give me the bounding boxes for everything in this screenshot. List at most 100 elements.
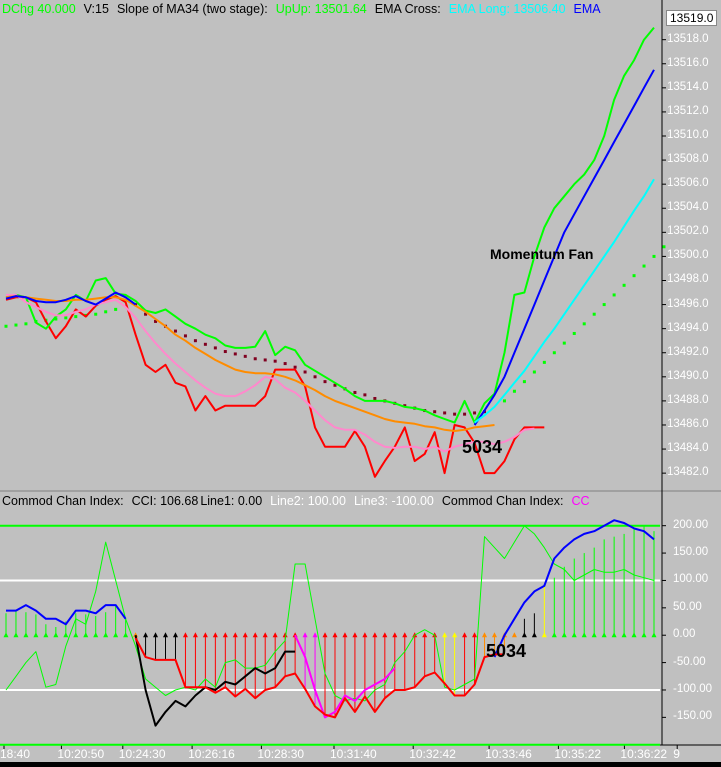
price-dot-mark bbox=[154, 319, 158, 323]
cci-black-line bbox=[134, 635, 296, 727]
price-axis-label: 13502.0 bbox=[667, 225, 709, 238]
cci-zero-marker bbox=[302, 632, 308, 638]
price-dot-mark bbox=[463, 412, 467, 416]
upup-green-line bbox=[5, 26, 655, 424]
cci-axis-label: -100.00 bbox=[673, 682, 713, 695]
cci-zero-marker bbox=[242, 632, 248, 638]
cci-axis-label: 0.00 bbox=[673, 628, 696, 641]
price-dot-mark bbox=[233, 352, 237, 356]
price-dot-mark bbox=[622, 283, 626, 287]
cci-red-line bbox=[134, 637, 505, 719]
cci-title: Commod Chan Index: bbox=[2, 494, 124, 508]
cci-axis-label: 50.00 bbox=[673, 600, 702, 613]
cci-zero-marker bbox=[551, 632, 557, 638]
ema-cross-blue-line bbox=[473, 69, 655, 426]
ema-cross-label: EMA Cross: bbox=[374, 2, 441, 16]
price-dot-mark bbox=[193, 339, 197, 343]
cci-zero-marker bbox=[591, 632, 597, 638]
upup-label: UpUp: 13501.64 bbox=[275, 2, 367, 16]
price-dot-mark bbox=[353, 390, 357, 394]
price-dot-mark bbox=[552, 351, 556, 355]
time-axis-label: 10:31:40 bbox=[330, 747, 377, 761]
price-axis-label: 13518.0 bbox=[667, 32, 709, 45]
cci-zero-marker bbox=[541, 632, 547, 638]
price-dot-mark bbox=[14, 323, 18, 327]
cci-zero-marker bbox=[332, 632, 338, 638]
cci-zero-marker bbox=[63, 632, 69, 638]
cci-magenta-line bbox=[294, 634, 396, 719]
cci-zero-marker bbox=[252, 632, 258, 638]
cci-zero-marker bbox=[651, 632, 657, 638]
dchg-label: DChg 40.000 bbox=[2, 2, 76, 16]
price-dot-mark bbox=[54, 317, 58, 321]
cci-blue-line bbox=[493, 519, 655, 658]
time-axis-label: 18:40 bbox=[0, 747, 31, 761]
cci-zero-marker bbox=[422, 632, 428, 638]
price-dot-mark bbox=[144, 312, 148, 316]
cci-zero-marker bbox=[113, 632, 119, 638]
cci-green-line bbox=[5, 525, 655, 702]
time-axis-label: 9 bbox=[673, 747, 680, 761]
price-dot-mark bbox=[223, 350, 227, 354]
cci-zero-marker bbox=[372, 632, 378, 638]
cci-zero-marker bbox=[23, 632, 29, 638]
price-axis-label: 13488.0 bbox=[667, 393, 709, 406]
price-axis-label: 13482.0 bbox=[667, 466, 709, 479]
price-axis-label: 13486.0 bbox=[667, 417, 709, 430]
cci-zero-marker bbox=[472, 632, 478, 638]
cci-title-2: Commod Chan Index: bbox=[441, 494, 564, 508]
price-axis-label: 13484.0 bbox=[667, 442, 709, 455]
price-dot-mark bbox=[64, 316, 68, 320]
cci-zero-marker bbox=[222, 632, 228, 638]
cci-zero-marker bbox=[133, 632, 139, 638]
cci-marker-label: 5034 bbox=[486, 641, 527, 661]
ema-long-label: EMA Long: 13506.40 bbox=[448, 2, 566, 16]
price-dot-mark bbox=[592, 312, 596, 316]
price-marker-label: 5034 bbox=[462, 437, 503, 457]
cci-zero-marker bbox=[212, 632, 218, 638]
price-dot-mark bbox=[94, 312, 98, 316]
price-panel-header: DChg 40.000 V:15 Slope of MA34 (two stage)… bbox=[2, 2, 720, 16]
price-dot-mark bbox=[114, 307, 118, 311]
cci-zero-marker bbox=[482, 632, 488, 638]
cci-blue-line bbox=[6, 604, 127, 626]
cci-zero-marker bbox=[192, 632, 198, 638]
cci-axis-label: -50.00 bbox=[673, 655, 706, 668]
cci-zero-marker bbox=[521, 632, 527, 638]
price-dot-mark bbox=[203, 342, 207, 346]
price-dot-mark bbox=[183, 334, 187, 338]
price-dot-mark bbox=[323, 380, 327, 384]
cci-zero-marker bbox=[53, 632, 59, 638]
price-dot-mark bbox=[173, 329, 177, 333]
ema-tail-label: EMA bbox=[573, 2, 601, 16]
price-axis-label: 13504.0 bbox=[667, 201, 709, 214]
cci-zero-marker bbox=[452, 632, 458, 638]
cci-zero-marker bbox=[143, 632, 149, 638]
cci-value: CCI: 106.68 bbox=[131, 494, 199, 508]
cci-zero-marker bbox=[153, 632, 159, 638]
cci-tail: CC bbox=[571, 494, 590, 508]
cci-zero-marker bbox=[611, 632, 617, 638]
price-dot-mark bbox=[602, 303, 606, 307]
price-axis-label: 13494.0 bbox=[667, 321, 709, 334]
price-axis-label: 13500.0 bbox=[667, 249, 709, 262]
price-dot-mark bbox=[562, 341, 566, 345]
price-dot-mark bbox=[253, 357, 257, 361]
cci-zero-marker bbox=[73, 632, 79, 638]
price-dot-mark bbox=[273, 359, 277, 363]
cci-zero-marker bbox=[571, 632, 577, 638]
cci-zero-marker bbox=[362, 632, 368, 638]
cci-panel-header: Commod Chan Index: CCI: 106.68 Line1: 0.00… bbox=[2, 494, 720, 508]
price-axis-label: 13510.0 bbox=[667, 129, 709, 141]
cci-zero-marker bbox=[103, 632, 109, 638]
cci-zero-marker bbox=[282, 632, 288, 638]
time-axis-label: 10:35:22 bbox=[554, 747, 602, 761]
price-dot-mark bbox=[512, 389, 516, 393]
cci-zero-marker bbox=[93, 632, 99, 638]
cci-zero-marker bbox=[621, 632, 627, 638]
cci-zero-marker bbox=[402, 632, 408, 638]
line3-value: Line3: -100.00 bbox=[353, 494, 434, 508]
